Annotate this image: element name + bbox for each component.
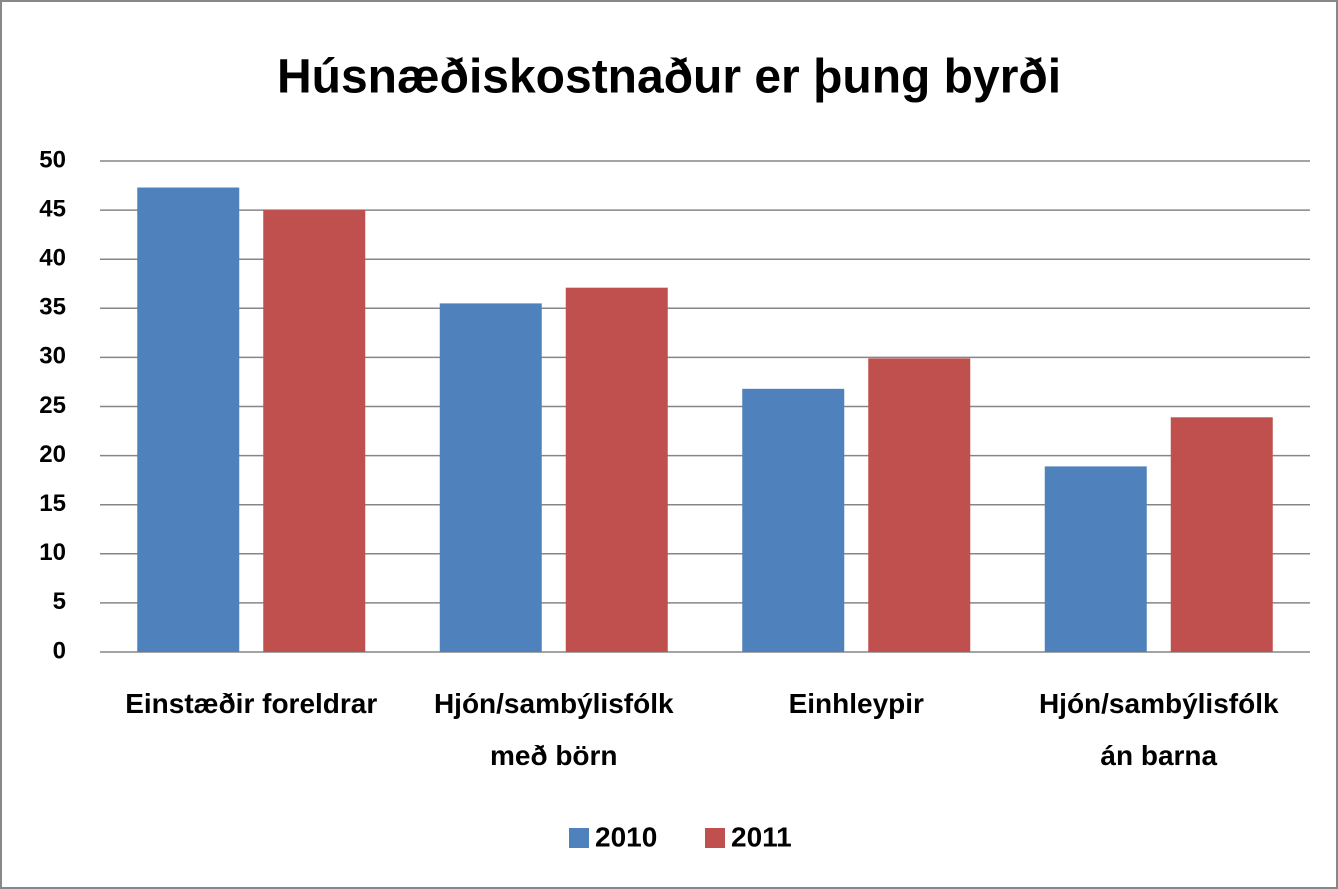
x-tick-label: Einhleypir <box>788 688 924 719</box>
legend-swatch <box>705 828 725 848</box>
legend-label: 2010 <box>595 821 657 852</box>
bar <box>1044 466 1147 652</box>
y-tick-label: 45 <box>39 195 66 222</box>
chart-title: Húsnæðiskostnaður er þung byrði <box>277 51 1061 104</box>
y-tick-label: 30 <box>39 343 66 370</box>
bar <box>565 287 668 652</box>
bar <box>1170 417 1273 652</box>
y-tick-label: 15 <box>39 490 66 517</box>
bar <box>263 210 366 652</box>
y-tick-label: 40 <box>39 245 66 272</box>
y-tick-label: 25 <box>39 392 66 419</box>
bar <box>439 303 542 652</box>
y-tick-label: 50 <box>39 146 66 173</box>
y-tick-label: 20 <box>39 441 66 468</box>
x-tick-label: Hjón/sambýlisfólk án barna <box>1038 688 1279 771</box>
y-tick-label: 5 <box>53 588 66 615</box>
x-tick-label: Hjón/sambýlisfólk með börn <box>433 688 674 771</box>
legend-label: 2011 <box>731 821 792 852</box>
bar <box>742 388 845 652</box>
y-tick-label: 35 <box>39 294 66 321</box>
bar <box>868 358 971 652</box>
y-tick-label: 0 <box>53 637 66 664</box>
legend-swatch <box>569 828 589 848</box>
bar <box>137 187 240 652</box>
x-tick-label: Einstæðir foreldrar <box>125 688 378 719</box>
y-tick-label: 10 <box>39 539 66 566</box>
